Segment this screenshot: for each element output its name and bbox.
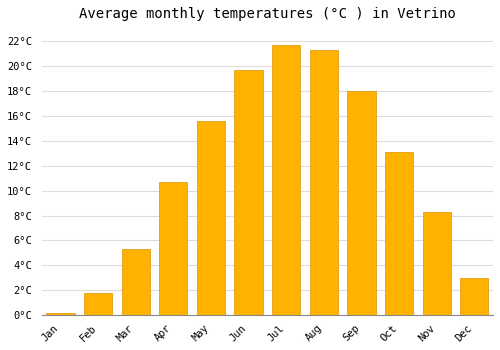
Bar bbox=[348, 91, 376, 315]
Bar bbox=[234, 70, 262, 315]
Bar bbox=[272, 45, 300, 315]
Bar bbox=[422, 212, 450, 315]
Bar bbox=[84, 293, 112, 315]
Bar bbox=[46, 313, 74, 315]
Bar bbox=[385, 152, 413, 315]
Bar bbox=[197, 121, 225, 315]
Bar bbox=[460, 278, 488, 315]
Bar bbox=[159, 182, 188, 315]
Bar bbox=[310, 50, 338, 315]
Title: Average monthly temperatures (°C ) in Vetrino: Average monthly temperatures (°C ) in Ve… bbox=[79, 7, 456, 21]
Bar bbox=[122, 249, 150, 315]
